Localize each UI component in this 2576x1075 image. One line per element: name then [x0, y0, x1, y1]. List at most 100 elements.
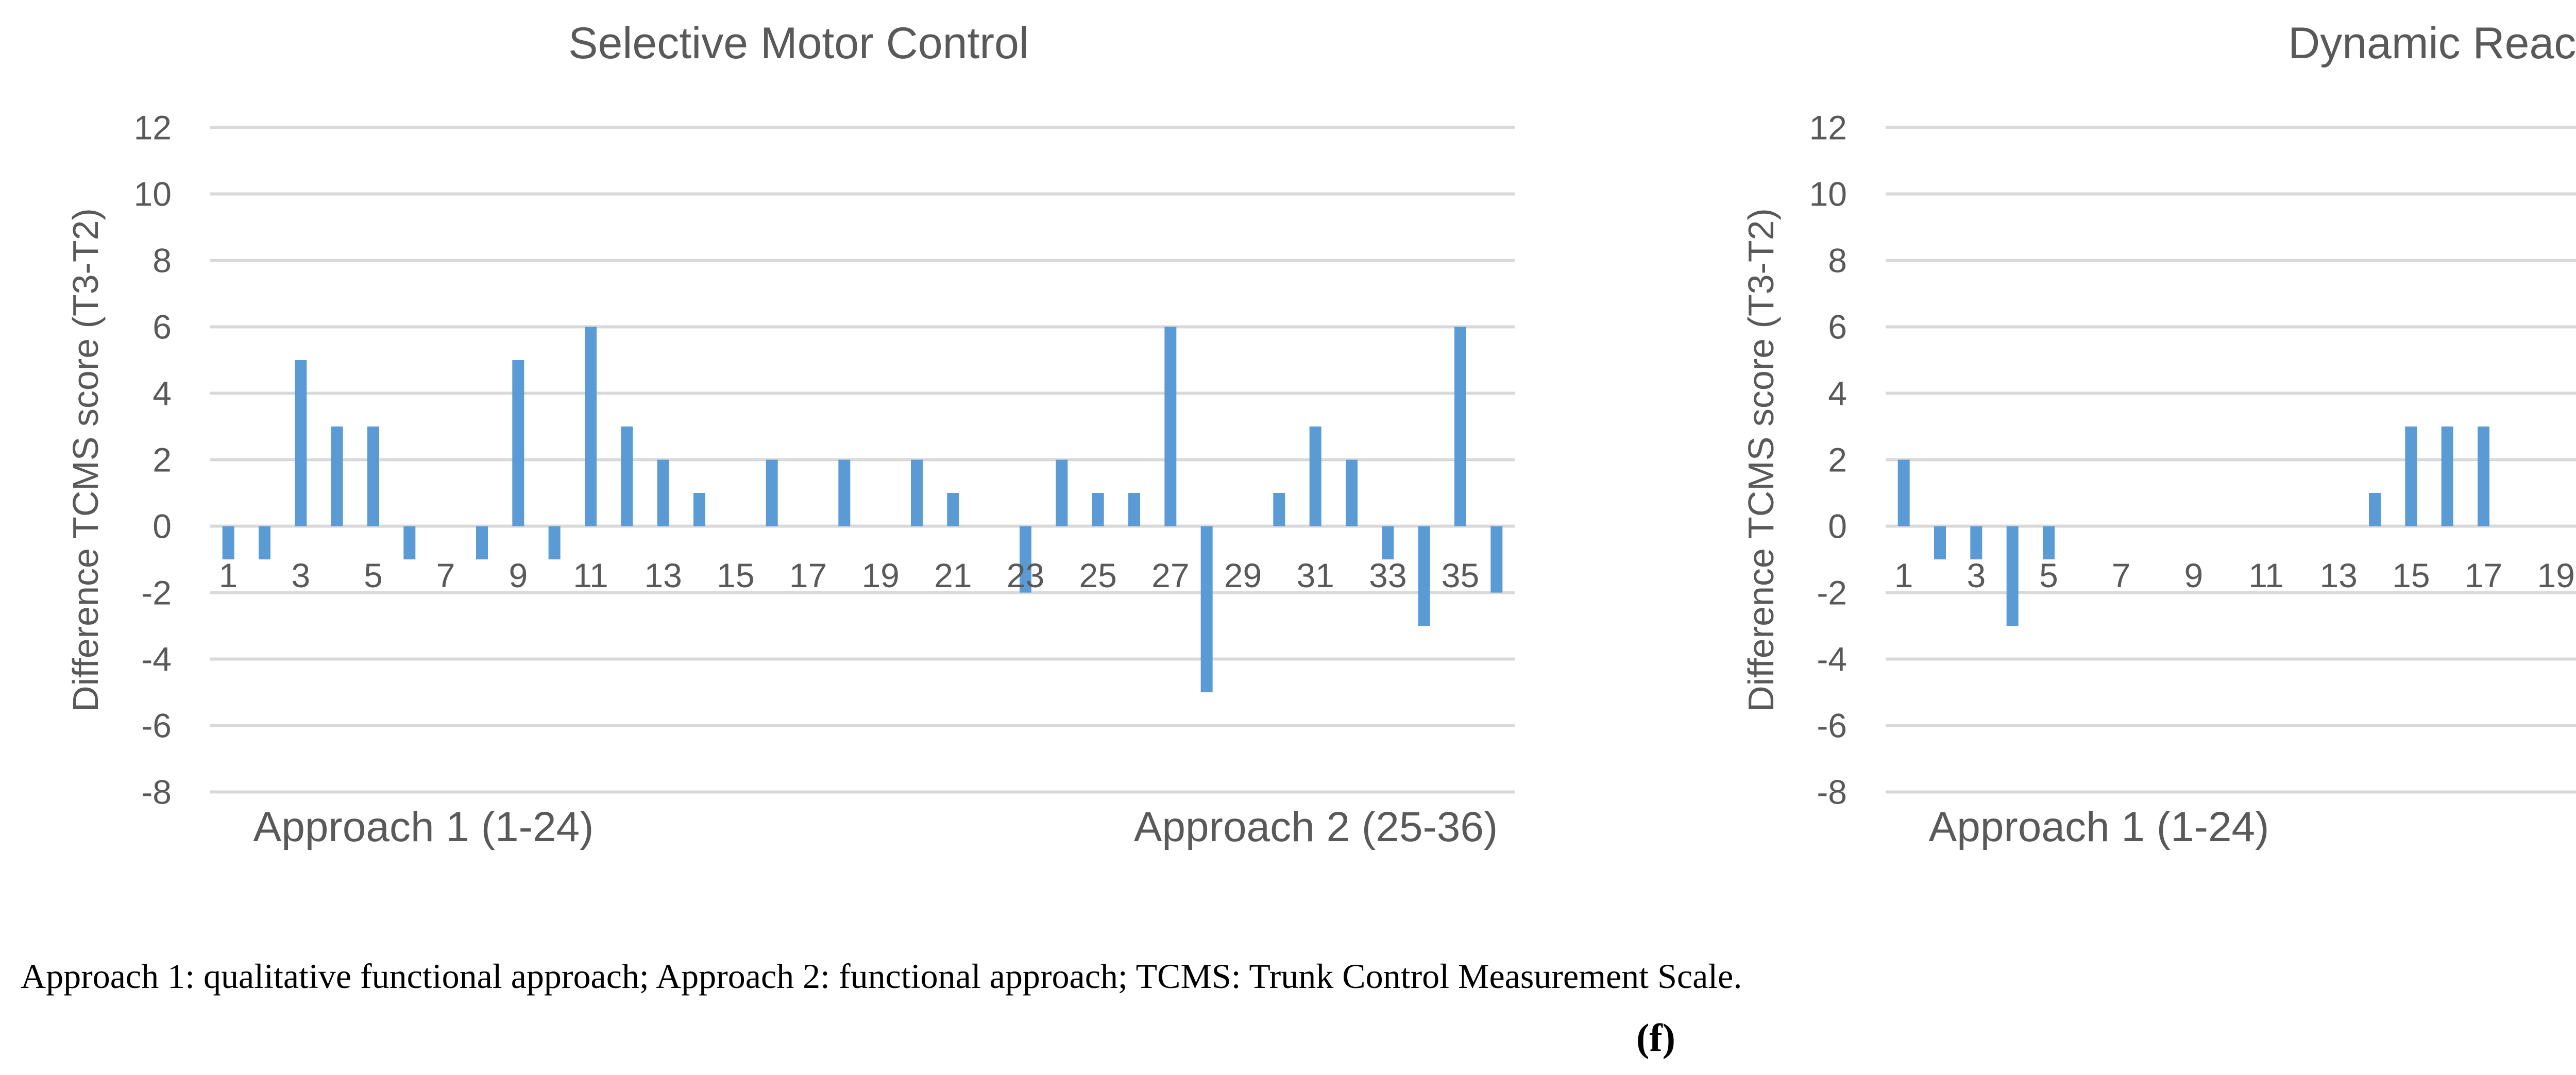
y-tick-label-10: 10 — [1809, 175, 1847, 213]
chart-dynamic-reaching: Dynamic Reaching Difference TCMS score (T… — [1608, 0, 2576, 907]
y-tick-label-6: 6 — [152, 308, 172, 346]
bar-patient-32 — [1346, 459, 1358, 526]
chart-svg-selective-motor-control: Selective Motor Control Difference TCMS s… — [65, 19, 1515, 850]
y-tick-label--6: -6 — [1817, 707, 1847, 745]
x-tick-label-9: 9 — [2184, 556, 2203, 594]
group-label-approach-1: Approach 1 (1-24) — [253, 804, 594, 850]
x-tick-label-17: 17 — [789, 556, 827, 594]
x-tick-label-5: 5 — [364, 556, 383, 594]
bar-patient-17 — [2478, 426, 2489, 526]
bar-patient-33 — [1382, 526, 1394, 559]
x-tick-label-19: 19 — [2537, 556, 2574, 594]
x-tick-label-3: 3 — [1967, 556, 1986, 594]
y-tick-label-8: 8 — [152, 242, 172, 280]
x-tick-label-7: 7 — [2112, 556, 2131, 594]
x-tick-label-1: 1 — [219, 556, 238, 594]
y-tick-label-0: 0 — [152, 507, 172, 545]
y-tick-label-2: 2 — [1828, 441, 1847, 479]
x-tick-label-25: 25 — [1079, 556, 1116, 594]
y-tick-label--4: -4 — [1817, 640, 1847, 678]
bar-patient-23 — [1020, 526, 1031, 593]
bar-patient-5 — [367, 426, 379, 526]
bar-patient-9 — [512, 360, 524, 526]
bar-patient-8 — [476, 526, 488, 559]
x-tick-label-33: 33 — [1369, 556, 1406, 594]
x-tick-label-15: 15 — [717, 556, 754, 594]
y-tick-label-12: 12 — [1809, 109, 1847, 147]
y-tick-label--6: -6 — [141, 707, 172, 745]
bar-patient-1 — [1897, 459, 1910, 526]
bar-patient-26 — [1128, 493, 1140, 526]
bar-patient-18 — [838, 459, 851, 526]
bar-patient-6 — [403, 526, 416, 559]
chart-selective-motor-control: Selective Motor Control Difference TCMS s… — [65, 19, 1515, 850]
y-tick-label--4: -4 — [141, 640, 172, 678]
bar-patient-16 — [766, 459, 778, 526]
y-axis-title: Difference TCMS score (T3-T2) — [1741, 208, 1781, 712]
x-tick-label-19: 19 — [861, 556, 899, 594]
x-tick-label-3: 3 — [291, 556, 310, 594]
bar-patient-21 — [947, 493, 959, 526]
figure-panel-f: Selective Motor Control Difference TCMS s… — [65, 0, 2576, 907]
x-tick-label-21: 21 — [934, 556, 972, 594]
y-tick-label--8: -8 — [1817, 773, 1847, 811]
bar-patient-2 — [1934, 526, 1946, 559]
bar-patient-28 — [1200, 526, 1213, 692]
bar-patient-14 — [693, 493, 705, 526]
group-label-approach-1: Approach 1 (1-24) — [1929, 804, 2269, 850]
y-tick-label--8: -8 — [141, 773, 172, 811]
bar-patient-14 — [2369, 493, 2381, 526]
chart-title: Dynamic Reaching — [2288, 19, 2576, 68]
figure-caption: Approach 1: qualitative functional appro… — [21, 957, 1742, 996]
bar-patient-1 — [222, 526, 234, 559]
x-tick-label-27: 27 — [1151, 556, 1189, 594]
x-tick-label-13: 13 — [644, 556, 682, 594]
bar-patient-31 — [1309, 426, 1321, 526]
y-tick-label-10: 10 — [134, 175, 172, 213]
bar-patient-5 — [2043, 526, 2055, 559]
bar-patient-3 — [295, 360, 307, 526]
y-tick-label-2: 2 — [152, 441, 172, 479]
bar-patient-11 — [585, 327, 597, 526]
y-tick-label-8: 8 — [1828, 242, 1847, 280]
x-tick-label-13: 13 — [2319, 556, 2357, 594]
x-tick-label-5: 5 — [2039, 556, 2058, 594]
y-tick-label--2: -2 — [1817, 574, 1847, 612]
x-tick-label-31: 31 — [1296, 556, 1334, 594]
bar-patient-13 — [657, 459, 669, 526]
y-tick-label-4: 4 — [1828, 374, 1847, 413]
bar-patient-15 — [2405, 426, 2417, 526]
bar-patient-35 — [1454, 327, 1466, 526]
y-tick-label-4: 4 — [152, 374, 172, 413]
y-tick-label-0: 0 — [1828, 507, 1847, 545]
bar-patient-10 — [548, 526, 561, 559]
y-axis-title: Difference TCMS score (T3-T2) — [65, 208, 106, 712]
bar-patient-20 — [911, 459, 923, 526]
bar-patient-25 — [1092, 493, 1104, 526]
y-tick-label-6: 6 — [1828, 308, 1847, 346]
bar-patient-12 — [621, 426, 633, 526]
bar-patient-24 — [1056, 459, 1068, 526]
group-label-approach-2: Approach 2 (25-36) — [1134, 804, 1498, 850]
x-tick-label-1: 1 — [1894, 556, 1913, 594]
bar-patient-34 — [1418, 526, 1430, 626]
chart-svg-dynamic-reaching: Dynamic Reaching Difference TCMS score (T… — [1741, 19, 2576, 850]
x-tick-label-7: 7 — [436, 556, 455, 594]
bar-patient-30 — [1273, 493, 1285, 526]
y-tick-label-12: 12 — [134, 109, 172, 147]
x-tick-label-23: 23 — [1007, 556, 1044, 594]
x-tick-label-35: 35 — [1442, 556, 1479, 594]
bar-patient-3 — [1970, 526, 1982, 559]
y-tick-label--2: -2 — [141, 574, 172, 612]
chart-title: Selective Motor Control — [568, 19, 1029, 68]
bar-patient-4 — [2006, 526, 2019, 626]
x-tick-label-11: 11 — [2248, 556, 2284, 594]
x-tick-label-11: 11 — [573, 556, 608, 594]
x-tick-label-29: 29 — [1224, 556, 1262, 594]
x-tick-label-9: 9 — [509, 556, 528, 594]
bar-patient-16 — [2441, 426, 2453, 526]
bar-patient-27 — [1164, 327, 1177, 526]
x-tick-label-15: 15 — [2392, 556, 2430, 594]
figure-label: (f) — [1636, 1016, 1675, 1060]
bar-patient-36 — [1490, 526, 1503, 593]
